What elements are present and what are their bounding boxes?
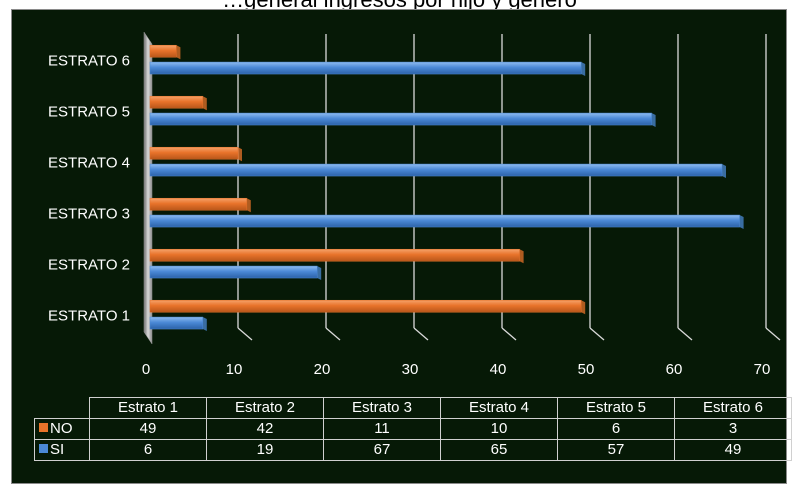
bar-si — [149, 265, 322, 281]
table-column-header: Estrato 4 — [440, 397, 558, 419]
table-cell: 57 — [557, 439, 675, 461]
table-cell: 3 — [674, 418, 792, 440]
legend-no: NO — [34, 418, 90, 440]
bar-no — [149, 197, 251, 213]
gridline — [677, 34, 693, 341]
x-tick-label: 40 — [490, 361, 507, 378]
table-column-header: Estrato 5 — [557, 397, 675, 419]
x-tick-label: 60 — [666, 361, 683, 378]
table-column-header: Estrato 6 — [674, 397, 792, 419]
table-column-header: Estrato 1 — [89, 397, 207, 419]
table-cell: 42 — [206, 418, 324, 440]
table-row-si: SI 6 19 67 65 57 49 — [34, 439, 792, 461]
table-header-row: Estrato 1 Estrato 2 Estrato 3 Estrato 4 Estr… — [35, 397, 792, 419]
table-column-header: Estrato 3 — [323, 397, 441, 419]
gridline — [413, 34, 429, 341]
bar-no — [149, 95, 207, 111]
bar-no — [149, 248, 524, 264]
x-tick-label: 0 — [142, 361, 150, 378]
bar-si — [149, 163, 726, 179]
bar-no — [149, 146, 242, 162]
table-row-no: NO 49 42 11 10 6 3 — [34, 418, 792, 440]
table-cell: 10 — [440, 418, 558, 440]
table-cell: 6 — [89, 439, 207, 461]
table-cell: 49 — [674, 439, 792, 461]
x-tick-label: 70 — [754, 361, 771, 378]
category-label: ESTRATO 1 — [48, 308, 130, 325]
gridline — [765, 34, 781, 341]
bar-no — [149, 44, 181, 60]
x-tick-label: 50 — [578, 361, 595, 378]
table-cell: 11 — [323, 418, 441, 440]
gridline — [237, 34, 253, 341]
bar-si — [149, 61, 586, 77]
bar-si — [149, 316, 207, 332]
legend-label-si: SI — [50, 441, 65, 458]
table-cell: 19 — [206, 439, 324, 461]
axis-wall — [143, 31, 153, 345]
bar-si — [149, 112, 656, 128]
table-column-header: Estrato 2 — [206, 397, 324, 419]
x-tick-label: 10 — [226, 361, 243, 378]
data-table: Estrato 1 Estrato 2 Estrato 3 Estrato 4 Estr… — [34, 397, 792, 461]
table-cell: 49 — [89, 418, 207, 440]
category-label: ESTRATO 3 — [48, 206, 130, 223]
table-cell: 67 — [323, 439, 441, 461]
x-tick-label: 20 — [314, 361, 331, 378]
bar-no — [149, 299, 586, 315]
legend-key-si — [39, 444, 48, 453]
category-label: ESTRATO 4 — [48, 155, 130, 172]
bar-si — [149, 214, 744, 230]
table-cell: 65 — [440, 439, 558, 461]
gridline — [325, 34, 341, 341]
legend-key-no — [39, 423, 48, 432]
legend-label-no: NO — [50, 420, 73, 437]
gridline — [501, 34, 517, 341]
category-label: ESTRATO 2 — [48, 257, 130, 274]
gridline — [589, 34, 605, 341]
category-label: ESTRATO 6 — [48, 53, 130, 70]
table-cell: 6 — [557, 418, 675, 440]
category-label: ESTRATO 5 — [48, 104, 130, 121]
x-tick-label: 30 — [402, 361, 419, 378]
table-corner — [35, 398, 90, 419]
legend-si: SI — [34, 439, 90, 461]
